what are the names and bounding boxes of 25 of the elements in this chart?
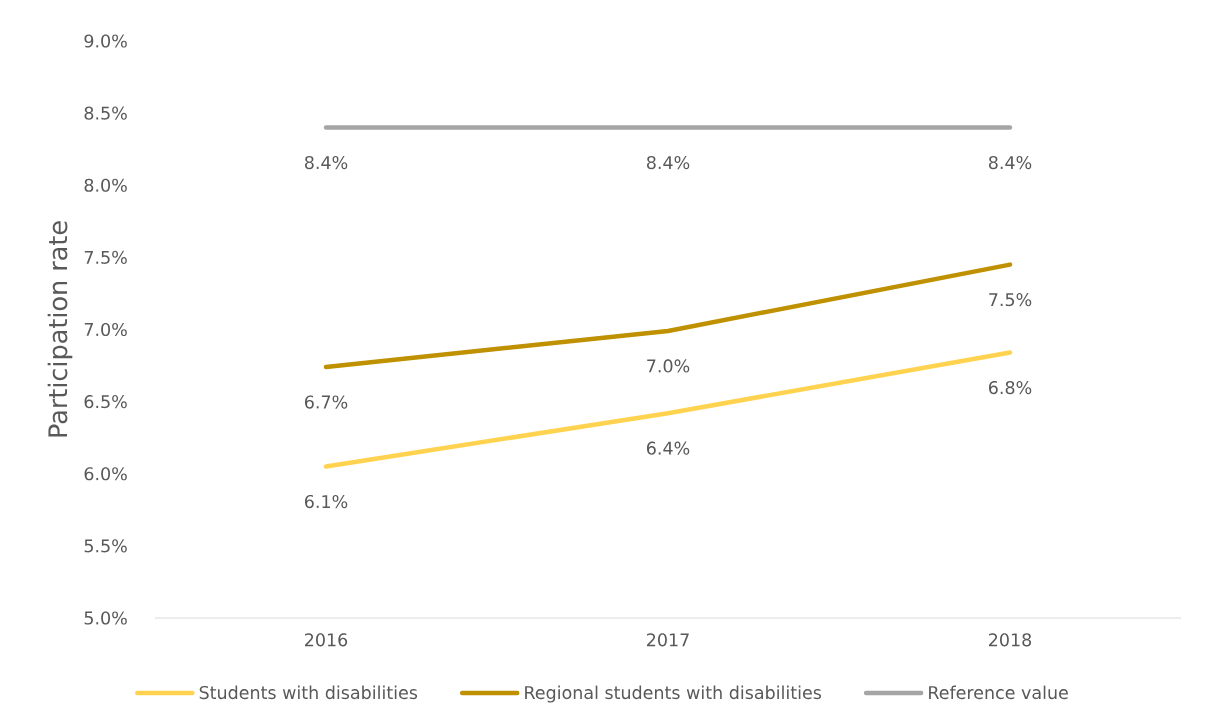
legend-label: Regional students with disabilities [525, 685, 822, 703]
y-tick-label: 5.5% [84, 539, 127, 553]
data-label: 8.4% [304, 155, 348, 170]
y-tick-label: 6.0% [84, 467, 127, 481]
y-tick-label: 7.5% [84, 250, 127, 264]
legend-label: Students with disabilities [199, 685, 418, 700]
y-tick-label: 8.0% [84, 178, 127, 192]
y-tick-label: 7.0% [84, 322, 127, 337]
y-tick-label: 9.0% [84, 34, 127, 48]
data-label: 6.4% [647, 441, 690, 455]
data-label: 8.4% [988, 155, 1032, 170]
y-tick-label: 6.5% [84, 395, 127, 409]
legend-label: Reference value [929, 685, 1068, 700]
x-tick-label: 2016 [305, 633, 348, 647]
data-label: 7.5% [989, 292, 1032, 307]
y-axis-title: Participation rate [47, 221, 73, 437]
y-tick-label: 8.5% [84, 106, 127, 120]
x-tick-label: 2017 [647, 633, 689, 647]
data-label: 6.1% [305, 494, 348, 509]
data-label: 7.0% [647, 359, 690, 373]
y-tick-label: 5.0% [84, 611, 127, 625]
data-label: 8.4% [646, 155, 690, 170]
data-label: 6.7% [305, 395, 348, 409]
data-label: 6.8% [988, 380, 1032, 395]
x-tick-label: 2018 [989, 633, 1032, 647]
